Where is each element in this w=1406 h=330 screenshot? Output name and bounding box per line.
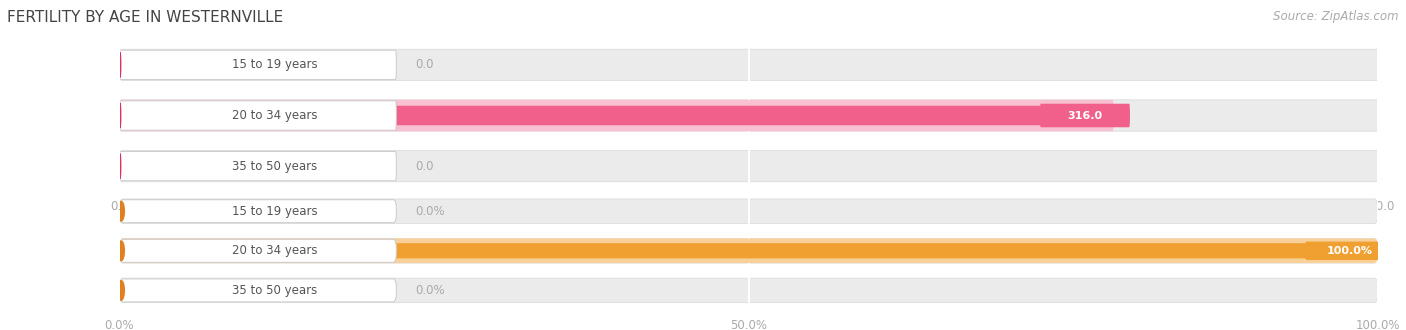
FancyBboxPatch shape [120,50,396,80]
Circle shape [118,241,124,261]
FancyBboxPatch shape [120,239,1378,263]
Circle shape [120,52,121,78]
Text: 0.0: 0.0 [415,58,433,71]
Text: FERTILITY BY AGE IN WESTERNVILLE: FERTILITY BY AGE IN WESTERNVILLE [7,10,283,25]
Text: 20 to 34 years: 20 to 34 years [232,109,318,122]
FancyBboxPatch shape [120,243,1378,258]
Circle shape [118,201,124,221]
Text: 0.0: 0.0 [415,160,433,173]
Text: 316.0: 316.0 [1067,111,1102,120]
Text: Source: ZipAtlas.com: Source: ZipAtlas.com [1274,10,1399,23]
FancyBboxPatch shape [120,106,1114,125]
FancyBboxPatch shape [120,199,1378,223]
Circle shape [120,103,121,128]
FancyBboxPatch shape [120,279,396,302]
Text: 35 to 50 years: 35 to 50 years [232,160,318,173]
FancyBboxPatch shape [1305,242,1395,260]
FancyBboxPatch shape [120,100,1114,131]
Text: 0.0%: 0.0% [415,284,444,297]
FancyBboxPatch shape [120,239,1378,263]
FancyBboxPatch shape [120,150,1378,182]
FancyBboxPatch shape [120,239,396,262]
Text: 0.0%: 0.0% [415,205,444,218]
Text: 20 to 34 years: 20 to 34 years [232,244,318,257]
Text: 15 to 19 years: 15 to 19 years [232,205,318,218]
Circle shape [118,280,124,300]
Text: 100.0%: 100.0% [1326,246,1372,256]
FancyBboxPatch shape [1040,104,1130,127]
Text: 15 to 19 years: 15 to 19 years [232,58,318,71]
FancyBboxPatch shape [120,151,396,181]
Circle shape [120,153,121,179]
FancyBboxPatch shape [120,100,1378,131]
FancyBboxPatch shape [120,101,396,130]
FancyBboxPatch shape [120,200,396,223]
FancyBboxPatch shape [120,278,1378,303]
Text: 35 to 50 years: 35 to 50 years [232,284,318,297]
FancyBboxPatch shape [120,49,1378,81]
